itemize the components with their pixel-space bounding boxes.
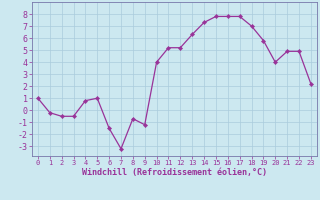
X-axis label: Windchill (Refroidissement éolien,°C): Windchill (Refroidissement éolien,°C) xyxy=(82,168,267,177)
